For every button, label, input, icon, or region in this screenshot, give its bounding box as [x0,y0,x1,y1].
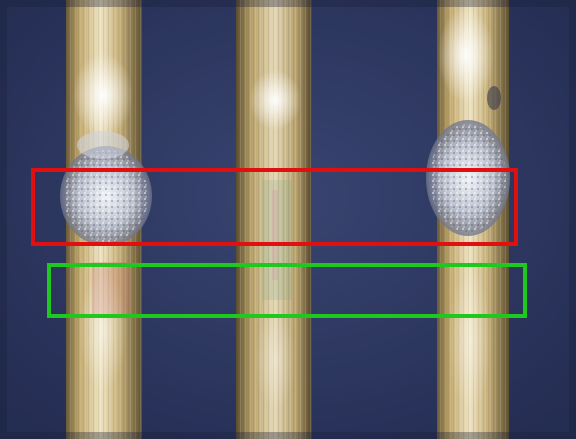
right-pin [426,0,510,439]
middle-pin [236,0,312,439]
left-pin [60,0,152,439]
green-highlight-box [47,263,527,318]
red-highlight-box [31,168,518,246]
